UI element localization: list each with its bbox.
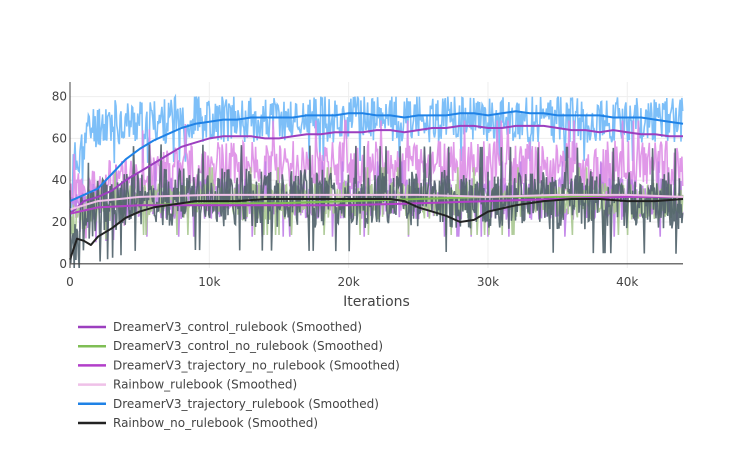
raw-trace bbox=[69, 144, 684, 269]
series-line bbox=[69, 198, 684, 260]
series-line bbox=[69, 124, 683, 215]
legend-label: Rainbow_no_rulebook (Smoothed) bbox=[113, 416, 318, 430]
legend-label: DreamerV3_trajectory_no_rulebook (Smooth… bbox=[113, 358, 400, 372]
y-tick-label: 0 bbox=[59, 257, 67, 271]
x-tick-label: 20k bbox=[338, 275, 360, 289]
legend-item[interactable]: Rainbow_no_rulebook (Smoothed) bbox=[78, 416, 318, 430]
legend[interactable]: DreamerV3_control_rulebook (Smoothed) Dre… bbox=[78, 320, 400, 430]
raw-trace bbox=[69, 93, 684, 218]
y-tick-label: 20 bbox=[52, 215, 67, 229]
y-tick-label: 40 bbox=[52, 173, 67, 187]
legend-item[interactable]: DreamerV3_trajectory_rulebook (Smoothed) bbox=[78, 397, 379, 411]
smoothed-series bbox=[69, 110, 684, 260]
x-tick-label: 10k bbox=[198, 275, 220, 289]
legend-item[interactable]: DreamerV3_trajectory_no_rulebook (Smooth… bbox=[78, 358, 400, 372]
x-tick-label: 0 bbox=[66, 275, 74, 289]
legend-label: DreamerV3_trajectory_rulebook (Smoothed) bbox=[113, 397, 379, 411]
x-tick-label: 40k bbox=[616, 275, 638, 289]
legend-label: Rainbow_rulebook (Smoothed) bbox=[113, 378, 297, 392]
y-tick-label: 80 bbox=[52, 90, 67, 104]
series-line bbox=[69, 110, 684, 203]
y-tick-label: 60 bbox=[52, 131, 67, 145]
legend-item[interactable]: DreamerV3_control_no_rulebook (Smoothed) bbox=[78, 339, 383, 353]
legend-item[interactable]: DreamerV3_control_rulebook (Smoothed) bbox=[78, 320, 362, 334]
legend-item[interactable]: Rainbow_rulebook (Smoothed) bbox=[78, 378, 297, 392]
x-axis-title: Iterations bbox=[343, 294, 410, 310]
legend-label: DreamerV3_control_no_rulebook (Smoothed) bbox=[113, 339, 383, 353]
axes bbox=[69, 82, 683, 268]
tick-labels: 0 20 40 60 80 0 10k 20k 30k 40k bbox=[52, 90, 639, 289]
series-line bbox=[69, 193, 684, 211]
x-tick-label: 30k bbox=[477, 275, 499, 289]
legend-label: DreamerV3_control_rulebook (Smoothed) bbox=[113, 320, 362, 334]
